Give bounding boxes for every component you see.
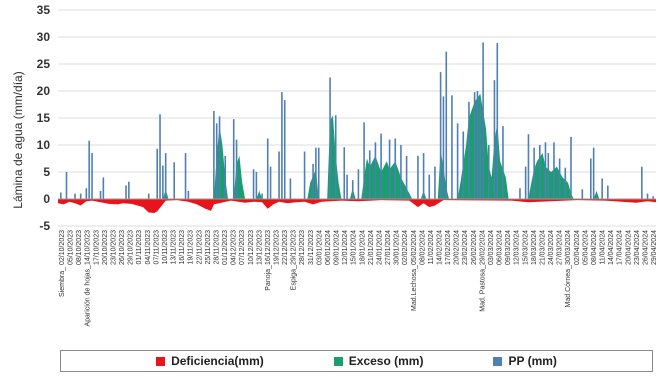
x-tick-label: 08/04/2024	[591, 230, 598, 265]
x-tick-label: 24/03/2024	[548, 230, 555, 265]
series-deficiencia-area	[58, 199, 656, 213]
x-tick-label: 22/11/2023	[196, 230, 203, 265]
x-tick-label: 20/10/2023	[102, 230, 109, 265]
x-tick-label: 04/12/2023	[231, 230, 238, 265]
x-tick-label: 01/11/2023	[136, 230, 143, 265]
x-tick-label: 10/11/2023	[162, 230, 169, 265]
x-tick-label: 19/11/2023	[188, 230, 195, 265]
x-tick-label: Aparición de hojas_14/10/2023	[85, 230, 92, 327]
x-tick-label: 17/10/2023	[93, 230, 100, 265]
x-tick-label: 03/03/2024	[488, 230, 495, 265]
x-tick-label: 14/02/2024	[437, 230, 444, 265]
x-tick-label: 24/01/2024	[376, 230, 383, 265]
y-tick-label: 0	[43, 192, 50, 206]
legend-label-deficiencia: Deficiencia(mm)	[171, 354, 264, 368]
x-tick-label: 10/12/2023	[248, 230, 255, 265]
x-tick-label: 13/11/2023	[171, 230, 178, 265]
x-tick-label: 30/01/2024	[394, 230, 401, 265]
x-tick-label: 23/04/2024	[634, 230, 641, 265]
x-tick-label: 25/11/2023	[205, 230, 212, 265]
x-tick-label: 26/02/2024	[471, 230, 478, 265]
x-tick-label: 13/12/2023	[256, 230, 263, 265]
x-tick-label: 09/01/2024	[334, 230, 341, 265]
x-tick-label: 15/01/2024	[351, 230, 358, 265]
legend-swatch-pp	[493, 356, 503, 366]
x-tick-label: 05/10/2023	[68, 230, 75, 265]
x-tick-label: 23/02/2024	[462, 230, 469, 265]
x-tick-label: 06/01/2024	[325, 230, 332, 265]
legend-swatch-exceso	[333, 356, 343, 366]
x-tick-label: 29/10/2023	[128, 230, 135, 265]
y-tick-label: 30	[37, 30, 51, 44]
x-tick-label: 16/11/2023	[179, 230, 186, 265]
x-tick-label: 23/10/2023	[111, 230, 118, 265]
x-tick-label: 19/12/2023	[274, 230, 281, 265]
y-tick-label: 20	[37, 84, 51, 98]
series-exceso-area	[162, 93, 600, 199]
x-tick-label: Mad.Córnea_30/03/2024	[565, 230, 572, 308]
y-tick-label: -5	[39, 219, 50, 233]
x-tick-label: 06/03/2024	[497, 230, 504, 265]
y-tick-label: 5	[43, 165, 50, 179]
legend-swatch-deficiencia	[156, 356, 166, 366]
x-tick-label: Panoja_16/12/2023	[265, 230, 272, 291]
x-tick-label: 11/02/2024	[428, 230, 435, 265]
x-tick-label: 20/02/2024	[454, 230, 461, 265]
x-tick-label: 18/01/2024	[359, 230, 366, 265]
x-tick-label: 26/10/2023	[119, 230, 126, 265]
x-tick-label: 31/12/2023	[308, 230, 315, 265]
x-tick-label: 27/01/2024	[385, 230, 392, 265]
x-tick-label: 20/04/2024	[625, 230, 632, 265]
x-tick-label: 21/03/2024	[540, 230, 547, 265]
y-axis-title: Lámina de agua (mm/día)	[11, 71, 25, 208]
x-tick-label: Espiga_29/12/2023	[291, 230, 298, 290]
x-tick-label: 01/12/2023	[222, 230, 229, 265]
x-tick-label: 21/01/2024	[368, 230, 375, 265]
x-tick-label: 27/03/2024	[557, 230, 564, 265]
x-tick-label: 09/03/2024	[505, 230, 512, 265]
x-tick-label: Siembra_ 02/10/2023	[59, 230, 66, 297]
x-tick-label: 07/11/2023	[153, 230, 160, 265]
x-tick-label: 04/11/2023	[145, 230, 152, 265]
x-tick-label: 22/12/2023	[282, 230, 289, 265]
x-tick-label: Mad. Pastosa_29/02/2024	[479, 230, 486, 312]
x-tick-label: 28/12/2023	[299, 230, 306, 265]
x-tick-label: 26/04/2024	[642, 230, 649, 265]
y-tick-label: 25	[37, 57, 51, 71]
x-tick-label: 08/10/2023	[76, 230, 83, 265]
x-tick-label: 11/04/2024	[600, 230, 607, 265]
x-tick-label: 28/11/2023	[213, 230, 220, 265]
x-tick-label: 07/12/2023	[239, 230, 246, 265]
y-tick-label: 35	[37, 3, 51, 17]
legend-label-exceso: Exceso (mm)	[348, 354, 424, 368]
x-tick-label: 18/03/2024	[531, 230, 538, 265]
x-tick-label: 29/04/2024	[651, 230, 658, 265]
legend-item-pp: PP (mm)	[493, 354, 557, 368]
legend-item-exceso: Exceso (mm)	[333, 354, 424, 368]
x-tick-label: 03/01/2024	[316, 230, 323, 265]
x-tick-label: 02/02/2024	[402, 230, 409, 265]
x-tick-label: 12/03/2024	[514, 230, 521, 265]
y-tick-label: 15	[37, 111, 51, 125]
x-tick-label: 02/04/2024	[574, 230, 581, 265]
x-tick-label: 17/04/2024	[617, 230, 624, 265]
legend-item-deficiencia: Deficiencia(mm)	[156, 354, 264, 368]
x-tick-label: 12/01/2024	[342, 230, 349, 265]
legend-label-pp: PP (mm)	[508, 354, 557, 368]
x-tick-label: 14/04/2024	[608, 230, 615, 265]
x-tick-label: 15/03/2024	[522, 230, 529, 265]
x-tick-label: 05/04/2024	[582, 230, 589, 265]
x-tick-label: Mad.Lechosa_05/02/2024	[411, 230, 418, 311]
legend: Deficiencia(mm) Exceso (mm) PP (mm)	[60, 350, 653, 372]
y-tick-label: 10	[37, 138, 51, 152]
x-tick-label: 17/02/2024	[445, 230, 452, 265]
series-layer	[58, 42, 656, 213]
x-tick-label: 08/02/2024	[419, 230, 426, 265]
axis-layer: -5 0 5 10 15 20 25 30 35 Siembra_ 02/10/2023 05/10…	[37, 3, 658, 327]
